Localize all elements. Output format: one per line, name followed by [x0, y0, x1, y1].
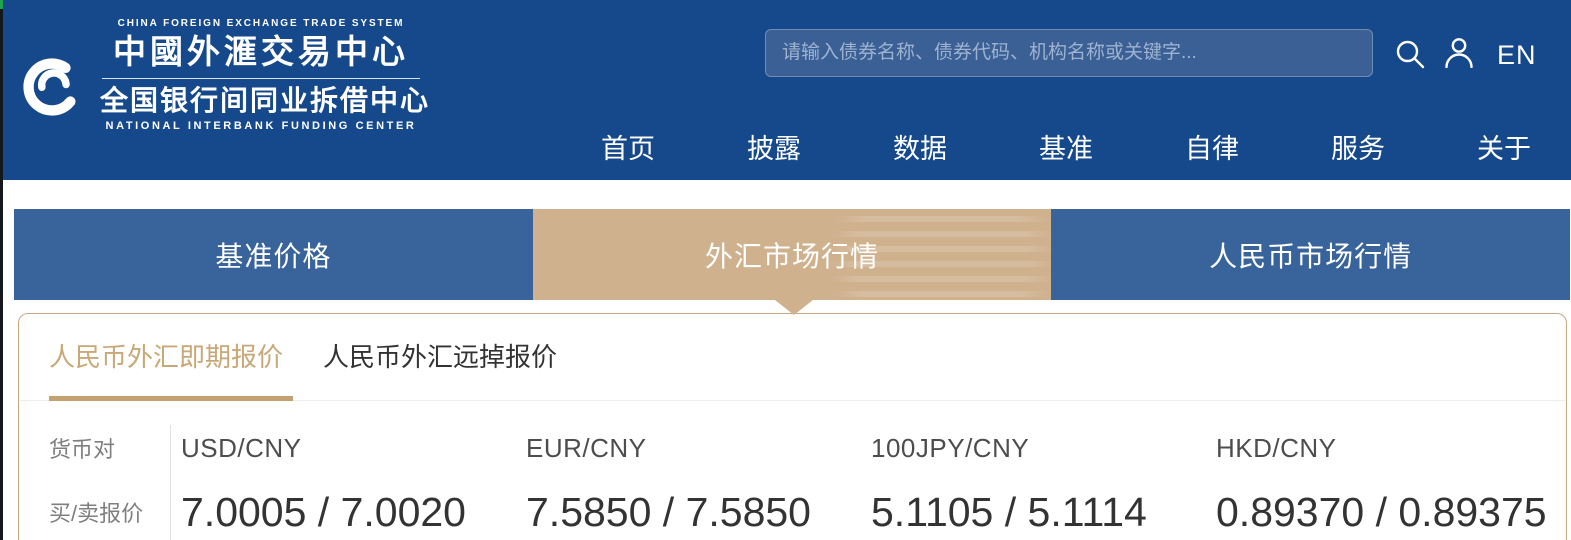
- subtab-rmb-fx-spot-quotes[interactable]: 人民币外汇即期报价: [49, 342, 284, 372]
- nav-item-about[interactable]: 关于: [1477, 133, 1531, 164]
- search-input[interactable]: [765, 29, 1373, 77]
- market-tabbar: 基准价格 外汇市场行情 人民币市场行情: [14, 209, 1571, 300]
- quote-column-eur-cny: EUR/CNY 7.5850 / 7.5850: [516, 425, 861, 540]
- currency-pair: USD/CNY: [181, 432, 302, 463]
- bid-ask-quote: 5.1105 / 5.1114: [871, 488, 1147, 535]
- globe-watermark: [823, 209, 1052, 300]
- brand-en-line: CHINA FOREIGN EXCHANGE TRADE SYSTEM: [117, 18, 405, 29]
- active-subtab-underline: [49, 396, 293, 401]
- brand-divider: [102, 78, 420, 79]
- bid-ask-quote: 7.0005 / 7.0020: [181, 488, 466, 535]
- currency-pair: EUR/CNY: [526, 432, 647, 463]
- site-header: CHINA FOREIGN EXCHANGE TRADE SYSTEM 中國外滙…: [0, 0, 1571, 180]
- nav-item-services[interactable]: 服务: [1331, 133, 1385, 164]
- nav-item-home[interactable]: 首页: [601, 133, 655, 164]
- tab-label: 基准价格: [215, 240, 332, 272]
- brand-text-block: CHINA FOREIGN EXCHANGE TRADE SYSTEM 中國外滙…: [100, 18, 431, 132]
- active-tab-pointer-icon: [775, 300, 813, 315]
- user-icon[interactable]: [1443, 36, 1475, 68]
- fx-spot-quote-table: 货币对 买/卖报价 USD/CNY 7.0005 / 7.0020 EUR/CN…: [49, 425, 1566, 540]
- window-edge: [0, 0, 3, 540]
- bid-ask-quote: 0.89370 / 0.89375: [1216, 488, 1547, 535]
- row-label-bid-ask: 买/卖报价: [49, 501, 144, 526]
- search-icon[interactable]: [1394, 38, 1426, 70]
- currency-pair: 100JPY/CNY: [871, 432, 1030, 463]
- quote-subtabs: 人民币外汇即期报价 人民币外汇远掉报价: [19, 314, 1566, 400]
- subtab-rmb-fx-forward-swap-quotes[interactable]: 人民币外汇远掉报价: [323, 342, 558, 372]
- tab-label: 外汇市场行情: [705, 240, 880, 272]
- quote-column-hkd-cny: HKD/CNY 0.89370 / 0.89375: [1206, 425, 1551, 540]
- quote-column-usd-cny: USD/CNY 7.0005 / 7.0020: [171, 425, 516, 540]
- currency-pair: HKD/CNY: [1216, 432, 1337, 463]
- brand-cn-subname: 全国银行间同业拆借中心: [100, 85, 431, 116]
- nav-item-data[interactable]: 数据: [893, 133, 947, 164]
- fx-quotes-panel: 人民币外汇即期报价 人民币外汇远掉报价 货币对 买/卖报价 USD/CNY 7.…: [18, 313, 1567, 540]
- tab-benchmark-price[interactable]: 基准价格: [14, 209, 533, 300]
- main-nav: 首页 披露 数据 基准 自律 服务 关于: [0, 118, 1571, 180]
- brand-cn-name: 中國外滙交易中心: [113, 35, 409, 71]
- bid-ask-quote: 7.5850 / 7.5850: [526, 488, 811, 535]
- language-toggle[interactable]: EN: [1497, 40, 1537, 70]
- tab-label: 人民币市场行情: [1209, 240, 1413, 272]
- nav-item-self-regulation[interactable]: 自律: [1185, 133, 1239, 164]
- nav-item-benchmark[interactable]: 基准: [1039, 133, 1093, 164]
- quote-column-100jpy-cny: 100JPY/CNY 5.1105 / 5.1114: [861, 425, 1206, 540]
- tab-fx-market[interactable]: 外汇市场行情: [532, 209, 1052, 300]
- tab-rmb-market[interactable]: 人民币市场行情: [1051, 209, 1571, 300]
- search-box: [765, 29, 1373, 77]
- subtab-divider: [20, 396, 1565, 401]
- window-edge-notch: [0, 0, 3, 9]
- nav-item-disclosure[interactable]: 披露: [747, 133, 801, 164]
- row-label-column: 货币对 买/卖报价: [49, 425, 171, 540]
- row-label-currency-pair: 货币对: [49, 437, 116, 462]
- cfets-swirl-logo-icon: [23, 58, 81, 116]
- site-logo[interactable]: CHINA FOREIGN EXCHANGE TRADE SYSTEM 中國外滙…: [20, 18, 431, 132]
- brand-en-subname: NATIONAL INTERBANK FUNDING CENTER: [105, 120, 417, 132]
